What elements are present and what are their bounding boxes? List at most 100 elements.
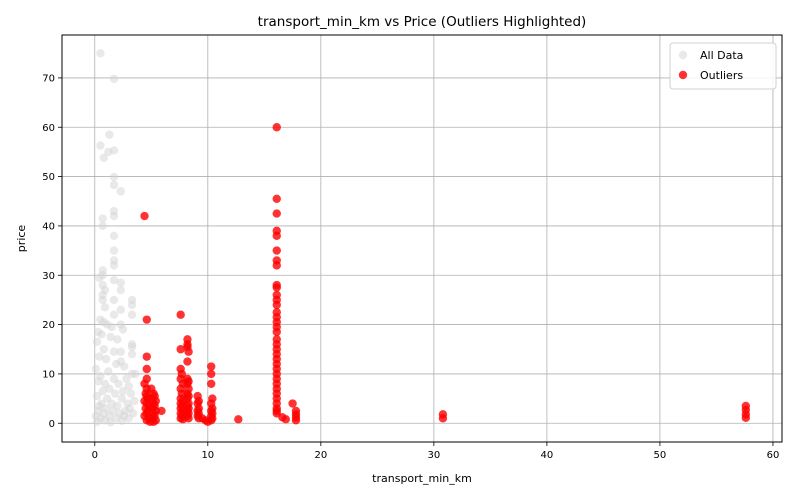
data-point — [127, 349, 137, 359]
outlier-point — [272, 300, 281, 310]
outlier-point — [183, 357, 192, 366]
outlier-point — [176, 310, 185, 319]
x-tick-label: 50 — [654, 450, 667, 461]
legend-marker — [678, 70, 688, 80]
grid-lines — [62, 35, 782, 442]
data-point — [109, 295, 119, 305]
y-tick-label: 0 — [49, 419, 55, 430]
outlier-point — [741, 413, 751, 423]
outlier-point — [272, 327, 281, 337]
outlier-point — [206, 369, 216, 379]
data-point — [96, 49, 105, 58]
outlier-point — [149, 417, 158, 426]
y-tick-label: 10 — [42, 369, 55, 380]
outlier-point — [272, 209, 281, 218]
data-point — [110, 389, 120, 398]
data-point — [117, 394, 127, 403]
y-tick-label: 50 — [42, 172, 55, 183]
outlier-point — [272, 283, 281, 292]
series-outliers — [140, 123, 751, 426]
data-point — [100, 303, 110, 312]
data-point — [116, 278, 125, 287]
y-tick-label: 40 — [42, 221, 55, 232]
data-point — [116, 187, 125, 196]
outlier-point — [272, 194, 281, 203]
legend-marker — [678, 50, 688, 60]
y-tick-label: 70 — [42, 73, 55, 84]
data-point — [118, 386, 128, 396]
data-point — [97, 330, 106, 339]
legend-box — [669, 42, 777, 90]
data-point — [106, 332, 115, 342]
data-point — [95, 273, 104, 282]
data-points — [91, 49, 751, 427]
outlier-point — [206, 362, 216, 371]
outlier-point — [206, 379, 216, 388]
data-point — [109, 261, 119, 270]
data-point — [127, 300, 137, 310]
data-point — [109, 275, 119, 285]
data-point — [130, 396, 139, 406]
axis-ticks: 0 10 20 30 40 50 60 0 10 20 30 40 50 60 70 — [42, 73, 779, 461]
data-point — [109, 146, 119, 155]
data-point — [101, 354, 111, 364]
outlier-point — [272, 261, 281, 270]
data-point — [109, 231, 119, 240]
x-tick-label: 20 — [314, 450, 327, 461]
data-point — [96, 141, 105, 150]
data-point — [114, 379, 123, 388]
y-tick-label: 30 — [42, 271, 55, 282]
data-point — [109, 211, 119, 221]
data-point — [109, 347, 119, 356]
data-point — [104, 367, 113, 376]
outlier-point — [142, 352, 151, 361]
data-point — [112, 359, 121, 369]
outlier-point — [288, 399, 297, 408]
data-point — [105, 130, 114, 139]
outlier-point — [281, 415, 290, 424]
chart-title: transport_min_km vs Price (Outliers High… — [258, 14, 587, 30]
data-point — [117, 416, 127, 425]
data-point — [131, 369, 140, 379]
data-point — [109, 172, 119, 182]
data-point — [91, 364, 101, 374]
legend-label: Outliers — [700, 69, 743, 82]
outlier-point — [184, 414, 193, 423]
outlier-point — [176, 345, 185, 354]
legend: All Data Outliers — [669, 42, 777, 90]
series-all-data — [91, 49, 140, 427]
outlier-point — [157, 406, 166, 416]
data-point — [124, 414, 133, 423]
outlier-point — [184, 347, 193, 356]
data-point — [99, 153, 109, 163]
data-point — [109, 310, 119, 319]
data-point — [127, 342, 137, 351]
data-point — [118, 325, 128, 334]
outlier-point — [142, 315, 151, 324]
legend-label: All Data — [700, 49, 743, 62]
outlier-point — [291, 416, 301, 425]
x-tick-label: 60 — [767, 450, 780, 461]
outlier-point — [272, 231, 281, 240]
data-point — [93, 377, 103, 386]
y-tick-label: 20 — [42, 320, 55, 331]
data-point — [106, 418, 115, 427]
data-point — [116, 285, 125, 295]
outlier-point — [140, 211, 149, 221]
data-point — [116, 347, 125, 356]
data-point — [99, 345, 109, 354]
data-point — [127, 310, 137, 319]
x-tick-label: 40 — [541, 450, 554, 461]
data-point — [98, 295, 107, 305]
data-point — [122, 374, 131, 384]
x-tick-label: 0 — [92, 450, 98, 461]
data-point — [92, 337, 102, 347]
data-point — [98, 214, 107, 223]
data-point — [105, 384, 114, 393]
outlier-point — [234, 415, 243, 424]
data-point — [98, 386, 107, 396]
data-point — [92, 417, 102, 426]
outlier-point — [272, 123, 281, 132]
outlier-point — [438, 414, 448, 423]
